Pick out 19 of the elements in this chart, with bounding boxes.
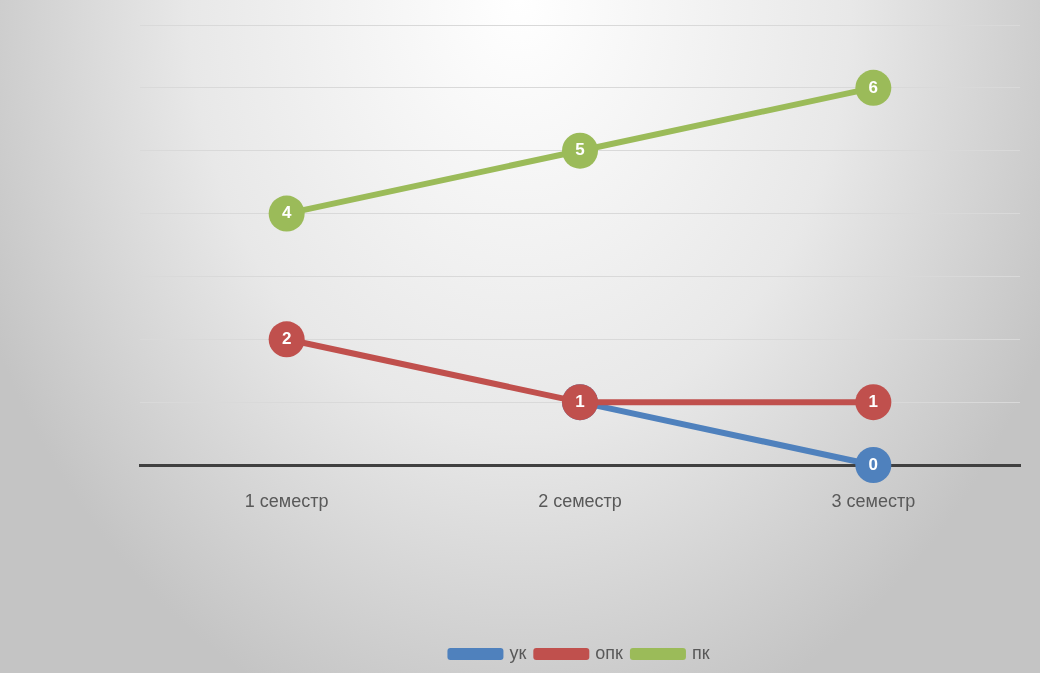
point <box>855 447 892 483</box>
point <box>268 321 305 358</box>
x-tick-label: 2 семестр <box>538 490 622 511</box>
point <box>268 195 305 232</box>
legend-label: пк <box>691 642 710 663</box>
point <box>855 384 892 421</box>
data-label: 4 <box>281 203 292 223</box>
point <box>562 132 598 169</box>
data-label: 0 <box>868 454 879 474</box>
data-label: 5 <box>575 140 585 160</box>
x-tick-label: 3 семестр <box>831 490 916 511</box>
x-tick-label: 1 семестр <box>244 490 329 511</box>
data-label: 1 <box>575 391 585 411</box>
data-label: 2 <box>281 328 292 348</box>
legend-label: опк <box>595 642 624 663</box>
data-label: 6 <box>868 77 879 97</box>
data-label: 1 <box>868 391 879 411</box>
point <box>855 69 892 106</box>
legend-label: ук <box>509 642 527 663</box>
